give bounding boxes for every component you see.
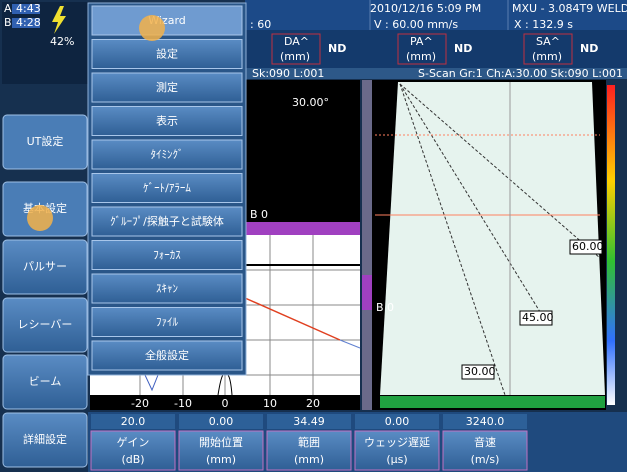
x-tick-label: -10 bbox=[174, 397, 192, 410]
reading-label: PA^ bbox=[410, 35, 433, 48]
param-unit: (µs) bbox=[386, 453, 407, 466]
reading-value: ND bbox=[454, 42, 472, 55]
screen: A B 4:43 4:28 42% 2010/12/16 5:09 PM MXU… bbox=[0, 0, 627, 472]
menu-item-label: ﾌｫｰｶｽ bbox=[153, 249, 181, 262]
menu-item-label: ｸﾞﾙｰﾌﾟ/探触子と試験体 bbox=[110, 214, 224, 228]
param-label: 範囲 bbox=[298, 435, 320, 449]
ascan-info: Sk:090 L:001 bbox=[252, 67, 324, 80]
x-tick-label: 0 bbox=[222, 397, 229, 410]
reading-unit: (mm) bbox=[280, 50, 310, 63]
param-label: ウェッジ遅延 bbox=[364, 436, 430, 449]
battery: 42% bbox=[50, 35, 74, 48]
menu-item-label: 全般設定 bbox=[145, 348, 189, 362]
status-panel bbox=[2, 2, 88, 84]
side-button-label: ビーム bbox=[29, 375, 62, 388]
menu-item-label: ﾌｧｲﾙ bbox=[156, 316, 178, 329]
param-value: 0.00 bbox=[385, 415, 410, 428]
param-unit: (dB) bbox=[121, 453, 144, 466]
b-label: B bbox=[4, 16, 12, 29]
time-b: 4:28 bbox=[16, 16, 41, 29]
reading-unit: (mm) bbox=[532, 50, 562, 63]
reading-label: DA^ bbox=[284, 35, 309, 48]
ascan-angle: 30.00° bbox=[292, 96, 329, 109]
reading-label: SA^ bbox=[536, 35, 560, 48]
param-unit: (mm) bbox=[294, 453, 324, 466]
ascan-gate: B 0 bbox=[250, 208, 268, 221]
velocity: V : 60.00 mm/s bbox=[374, 18, 458, 31]
sscan-ruler bbox=[362, 80, 372, 410]
reading-value: ND bbox=[328, 42, 346, 55]
side-button-label: パルサー bbox=[23, 260, 67, 273]
menu-item-label: 設定 bbox=[156, 47, 178, 61]
param-label: 開始位置 bbox=[199, 435, 243, 449]
param-label: 音速 bbox=[474, 435, 496, 449]
time-a: 4:43 bbox=[16, 2, 41, 15]
touch-indicator bbox=[27, 205, 53, 231]
datetime: 2010/12/16 5:09 PM bbox=[370, 2, 481, 15]
side-button-label: 詳細設定 bbox=[23, 432, 67, 446]
param-value: 20.0 bbox=[121, 415, 146, 428]
reading-value: ND bbox=[580, 42, 598, 55]
reading-unit: (mm) bbox=[406, 50, 436, 63]
menu-item-label: ﾀｲﾐﾝｸﾞ bbox=[151, 148, 184, 161]
sscan-info: S-Scan Gr:1 Ch:A:30.00 Sk:090 L:001 bbox=[418, 67, 623, 80]
sscan-gate-ruler bbox=[362, 275, 372, 310]
touch-indicator bbox=[139, 15, 165, 41]
menu-item-label: ｹﾞｰﾄ/ｱﾗｰﾑ bbox=[143, 182, 191, 195]
side-button-label: UT設定 bbox=[27, 134, 64, 148]
param-label: ゲイン bbox=[117, 436, 150, 449]
sscan-fan bbox=[380, 82, 605, 395]
menu-item-label: ｽｷｬﾝ bbox=[156, 282, 178, 295]
menu-item-label: 表示 bbox=[156, 114, 178, 128]
color-scale bbox=[607, 85, 615, 405]
field-1: : 60 bbox=[250, 18, 271, 31]
a-label: A bbox=[4, 2, 12, 15]
param-unit: (mm) bbox=[206, 453, 236, 466]
param-value: 34.49 bbox=[293, 415, 325, 428]
x-tick-label: 10 bbox=[263, 397, 277, 410]
setup-name: MXU - 3.084T9 WELD bbox=[512, 2, 627, 15]
x-value: X : 132.9 s bbox=[514, 18, 573, 31]
marker-label: 45.00 bbox=[522, 311, 554, 324]
sscan-axis bbox=[380, 396, 605, 408]
param-unit: (m/s) bbox=[471, 453, 500, 466]
gate-strip bbox=[245, 222, 360, 235]
x-tick-label: 20 bbox=[306, 397, 320, 410]
x-tick-label: -20 bbox=[131, 397, 149, 410]
marker-label: 30.00 bbox=[464, 365, 496, 378]
param-value: 3240.0 bbox=[466, 415, 505, 428]
sscan-gate: B 0 bbox=[376, 301, 394, 314]
side-button-label: レシーバー bbox=[18, 318, 73, 331]
param-value: 0.00 bbox=[209, 415, 234, 428]
menu-item-label: 測定 bbox=[156, 80, 178, 94]
marker-label: 60.00 bbox=[572, 240, 604, 253]
